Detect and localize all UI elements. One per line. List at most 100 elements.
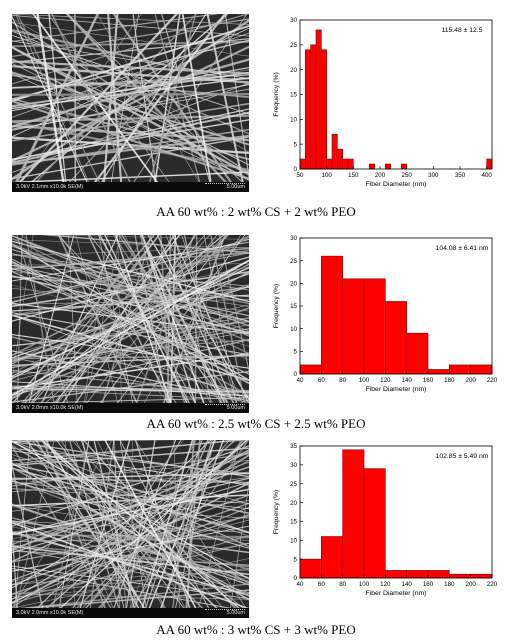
x-tick-label: 100 xyxy=(322,172,333,179)
histogram-bar xyxy=(315,29,322,170)
fiber-line xyxy=(104,235,188,403)
y-axis-label: Frequency (%) xyxy=(273,490,280,535)
fiber-line xyxy=(12,302,249,335)
fiber-line xyxy=(12,440,249,580)
fiber-line xyxy=(12,350,249,402)
fiber-line xyxy=(68,14,229,182)
fiber-line xyxy=(171,235,249,403)
histogram-bar xyxy=(342,278,365,375)
fiber-line xyxy=(12,287,249,312)
y-tick-label: 5 xyxy=(294,141,298,148)
x-tick-label: 140 xyxy=(402,581,413,588)
fiber-line xyxy=(12,387,249,393)
fiber-line xyxy=(71,440,224,608)
fiber-line xyxy=(21,235,160,403)
fiber-line xyxy=(148,14,197,182)
caption-2: AA 60 wt% : 2.5 wt% CS + 2.5 wt% PEO xyxy=(146,416,366,431)
fiber-line xyxy=(12,449,249,589)
fiber-line xyxy=(16,14,100,182)
histogram-bar xyxy=(331,133,338,170)
y-tick-label: 20 xyxy=(290,281,297,288)
y-axis-label: Frequency (%) xyxy=(273,72,280,117)
y-tick-label: 10 xyxy=(290,117,297,124)
fiber-line xyxy=(12,259,249,397)
fiber-line xyxy=(66,14,243,182)
x-tick-label: 140 xyxy=(402,377,413,384)
x-tick-label: 250 xyxy=(402,172,413,179)
fiber-line xyxy=(12,275,249,334)
histogram-bar xyxy=(342,449,365,579)
fiber-line xyxy=(12,261,249,397)
histogram-bar xyxy=(363,468,386,579)
fiber-line xyxy=(12,456,249,586)
fiber-line xyxy=(12,235,249,327)
fiber-line xyxy=(12,15,88,182)
x-tick-label: 150 xyxy=(348,172,359,179)
sem-micrograph-2: 3.0kV 2.0mm x10.0k SE(M) 5.00um xyxy=(12,235,249,413)
fiber-line xyxy=(12,304,249,360)
fiber-line xyxy=(12,243,249,381)
histogram-1: 0 5 10 15 20 25 30 50 100 150 200 250 300 350 400 Fiber… xyxy=(273,17,493,188)
fiber-line xyxy=(12,480,249,549)
fiber-line xyxy=(160,440,225,608)
fiber-line xyxy=(133,14,248,182)
histogram-bar xyxy=(299,364,322,375)
mean-diameter-annotation: 104.08 ± 6.41 nm xyxy=(436,245,489,252)
histogram-bar xyxy=(427,369,450,375)
histogram-bar xyxy=(299,158,306,170)
fiber-line xyxy=(101,440,197,608)
y-tick-label: 20 xyxy=(290,500,297,507)
fiber-line xyxy=(113,440,177,608)
fiber-line xyxy=(141,235,205,403)
fiber-line xyxy=(12,472,249,481)
histogram-bar xyxy=(342,158,349,170)
fiber-line xyxy=(59,440,248,608)
fiber-line xyxy=(12,519,249,582)
fiber-line xyxy=(12,440,113,608)
fiber-line xyxy=(12,92,249,96)
plot-frame xyxy=(299,445,493,579)
panel-2: 3.0kV 2.0mm x10.0k SE(M) 5.00um 0 5 10 15 20… xyxy=(0,232,512,432)
y-tick-label: 30 xyxy=(290,235,297,242)
fiber-line xyxy=(12,18,249,58)
fiber-line xyxy=(74,14,77,182)
histogram-bar xyxy=(385,570,407,579)
fiber-line xyxy=(230,480,249,608)
fiber-line xyxy=(12,69,249,108)
fiber-line xyxy=(12,74,249,89)
sem-info-text: 3.0kV 2.0mm x10.0k SE(M) xyxy=(16,405,84,411)
fiber-line xyxy=(117,235,235,403)
y-tick-label: 0 xyxy=(294,166,298,173)
histogram-bar xyxy=(347,158,354,170)
fiber-line xyxy=(130,440,133,608)
x-tick-label: 400 xyxy=(482,172,493,179)
x-tick-label: 200 xyxy=(466,581,477,588)
fiber-line xyxy=(206,14,244,182)
histogram-bar xyxy=(427,570,450,579)
x-tick-label: 40 xyxy=(297,581,304,588)
histogram-bar xyxy=(406,570,429,579)
fiber-line xyxy=(12,450,249,486)
y-tick-label: 25 xyxy=(290,481,297,488)
histogram-bar xyxy=(369,163,375,170)
fiber-line xyxy=(172,440,196,608)
fiber-line xyxy=(93,14,227,182)
fiber-line xyxy=(101,14,207,182)
x-tick-label: 220 xyxy=(487,581,498,588)
histogram-bar xyxy=(321,536,343,579)
caption-1: AA 60 wt% : 2 wt% CS + 2 wt% PEO xyxy=(156,204,356,219)
fiber-line xyxy=(47,440,185,608)
fiber-line xyxy=(85,440,231,608)
y-tick-label: 0 xyxy=(294,575,298,582)
x-tick-label: 50 xyxy=(297,172,304,179)
fiber-line xyxy=(160,440,213,608)
fiber-line xyxy=(181,14,212,182)
fiber-line xyxy=(12,479,249,571)
fiber-line xyxy=(15,14,89,182)
x-tick-label: 100 xyxy=(359,581,370,588)
fiber-line xyxy=(12,449,249,551)
sem-fiber-network xyxy=(12,235,249,403)
histogram-bar xyxy=(470,573,493,579)
histogram-bar xyxy=(321,255,343,375)
fiber-line xyxy=(48,14,67,182)
